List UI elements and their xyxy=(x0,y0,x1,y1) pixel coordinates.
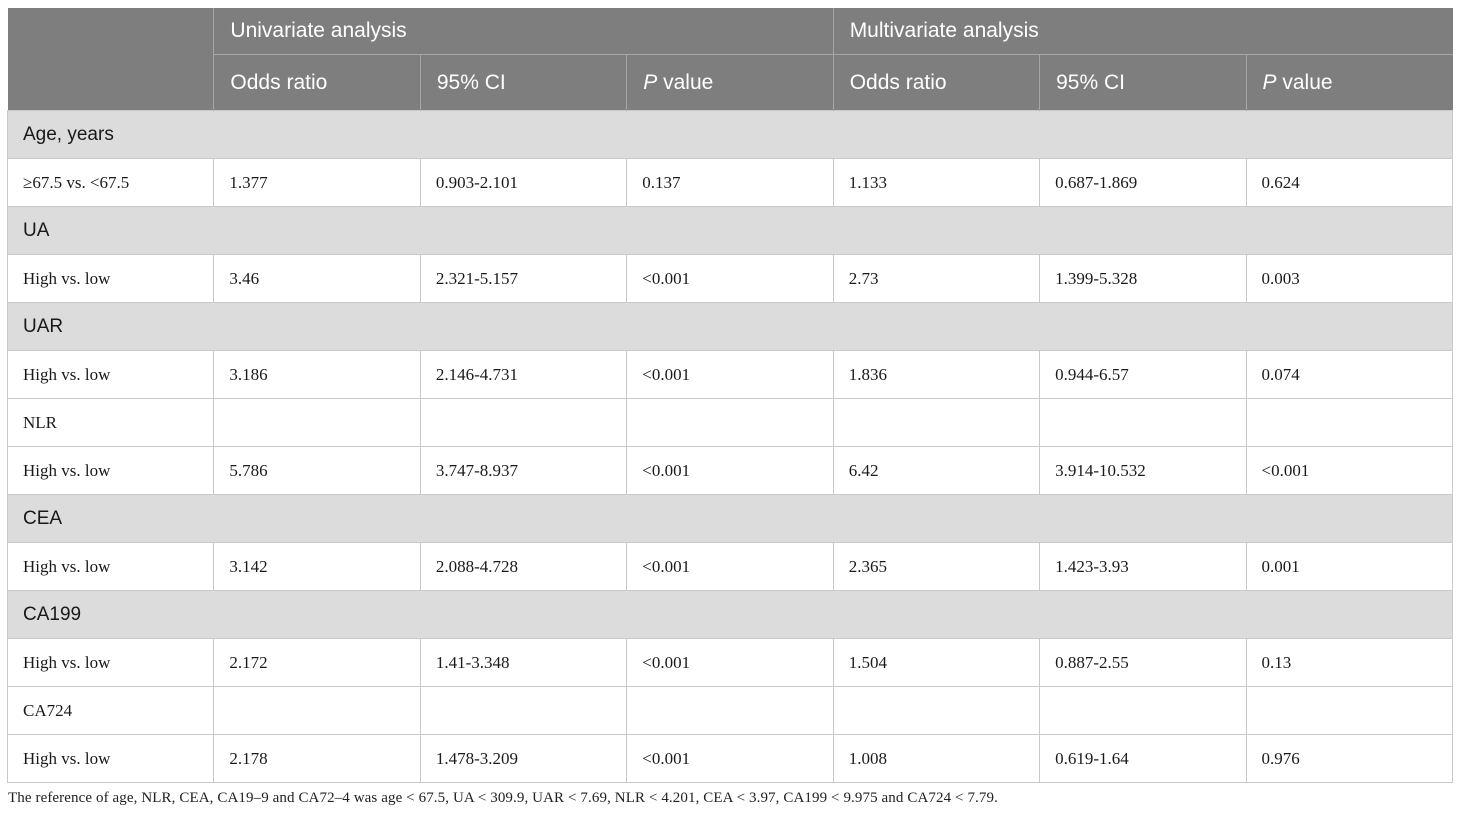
value-cell-multi-p-value: 0.624 xyxy=(1245,158,1454,207)
value-cell-uni-odds-ratio xyxy=(213,398,421,447)
data-row: High vs. low 5.786 3.747-8.937 <0.001 6.42 3.… xyxy=(6,446,1454,495)
value-cell-uni-odds-ratio: 2.178 xyxy=(213,734,421,783)
data-row: High vs. low 3.186 2.146-4.731 <0.001 1.836 0… xyxy=(6,350,1454,399)
row-label-cell: NLR xyxy=(6,398,215,447)
data-row: High vs. low 3.142 2.088-4.728 <0.001 2.365 1… xyxy=(6,542,1454,591)
column-header-uni-ci: 95% CI xyxy=(419,54,627,111)
value-cell-uni-ci: 2.321-5.157 xyxy=(419,254,628,303)
regression-analysis-table: Univariate analysis Multivariate analysi… xyxy=(6,8,1454,783)
value-cell-multi-ci: 0.887-2.55 xyxy=(1039,638,1247,687)
value-cell-uni-ci: 0.903-2.101 xyxy=(419,158,628,207)
value-cell-uni-p-value: <0.001 xyxy=(626,446,834,495)
value-cell-multi-odds-ratio: 1.008 xyxy=(832,734,1041,783)
value-cell-multi-odds-ratio xyxy=(832,398,1041,447)
value-cell-uni-ci: 1.478-3.209 xyxy=(419,734,628,783)
value-cell-uni-ci: 1.41-3.348 xyxy=(419,638,628,687)
value-cell-multi-ci: 0.944-6.57 xyxy=(1039,350,1247,399)
section-label-cell: CA199 xyxy=(7,590,1453,639)
value-cell-uni-p-value xyxy=(626,398,834,447)
value-cell-uni-ci: 2.146-4.731 xyxy=(419,350,628,399)
table-footnote: The reference of age, NLR, CEA, CA19–9 a… xyxy=(8,790,998,806)
value-cell-multi-odds-ratio: 6.42 xyxy=(832,446,1041,495)
value-cell-multi-odds-ratio: 2.365 xyxy=(832,542,1041,591)
value-cell-uni-p-value: <0.001 xyxy=(626,542,834,591)
value-cell-multi-p-value: 0.074 xyxy=(1245,350,1454,399)
section-label-cell: UA xyxy=(7,206,1453,255)
analysis-table-container: Univariate analysis Multivariate analysi… xyxy=(6,8,1454,807)
value-cell-multi-odds-ratio xyxy=(832,686,1041,735)
value-cell-multi-ci xyxy=(1039,398,1247,447)
value-cell-uni-ci xyxy=(419,686,628,735)
row-label-cell: High vs. low xyxy=(6,350,215,399)
row-label-cell: CA724 xyxy=(6,686,215,735)
value-cell-uni-odds-ratio: 1.377 xyxy=(213,158,421,207)
section-row: CEA xyxy=(7,494,1453,543)
value-cell-uni-odds-ratio: 3.186 xyxy=(213,350,421,399)
value-cell-multi-odds-ratio: 1.836 xyxy=(832,350,1041,399)
value-cell-multi-ci: 1.399-5.328 xyxy=(1039,254,1247,303)
value-cell-uni-odds-ratio: 5.786 xyxy=(213,446,421,495)
value-cell-uni-odds-ratio: 2.172 xyxy=(213,638,421,687)
group-header-multivariate: Multivariate analysis xyxy=(832,8,1453,55)
value-cell-multi-ci: 3.914-10.532 xyxy=(1039,446,1247,495)
value-cell-multi-p-value xyxy=(1245,686,1454,735)
row-label-cell: High vs. low xyxy=(6,734,215,783)
row-label-cell: High vs. low xyxy=(6,446,215,495)
value-cell-multi-odds-ratio: 2.73 xyxy=(832,254,1041,303)
table-header: Univariate analysis Multivariate analysi… xyxy=(7,8,1453,111)
value-cell-uni-p-value xyxy=(626,686,834,735)
corner-cell xyxy=(7,8,214,111)
value-cell-uni-p-value: <0.001 xyxy=(626,734,834,783)
section-row: UA xyxy=(7,206,1453,255)
data-row: High vs. low 2.172 1.41-3.348 <0.001 1.504 0.… xyxy=(6,638,1454,687)
value-cell-multi-p-value xyxy=(1245,398,1454,447)
value-cell-uni-p-value: <0.001 xyxy=(626,350,834,399)
value-cell-uni-ci: 3.747-8.937 xyxy=(419,446,628,495)
value-cell-multi-ci: 0.687-1.869 xyxy=(1039,158,1247,207)
row-label-cell: High vs. low xyxy=(6,254,215,303)
value-cell-multi-ci: 1.423-3.93 xyxy=(1039,542,1247,591)
value-cell-uni-odds-ratio xyxy=(213,686,421,735)
value-cell-multi-ci: 0.619-1.64 xyxy=(1039,734,1247,783)
value-cell-multi-odds-ratio: 1.133 xyxy=(832,158,1041,207)
column-header-multi-odds-ratio: Odds ratio xyxy=(832,54,1040,111)
row-label-cell: High vs. low xyxy=(6,542,215,591)
value-cell-uni-ci: 2.088-4.728 xyxy=(419,542,628,591)
data-row: ≥67.5 vs. <67.5 1.377 0.903-2.101 0.137 1.13… xyxy=(6,158,1454,207)
section-label-cell: UAR xyxy=(7,302,1453,351)
section-label-cell: Age, years xyxy=(7,110,1453,159)
value-cell-multi-p-value: 0.13 xyxy=(1245,638,1454,687)
section-label-cell: CEA xyxy=(7,494,1453,543)
value-cell-multi-odds-ratio: 1.504 xyxy=(832,638,1041,687)
value-cell-uni-odds-ratio: 3.46 xyxy=(213,254,421,303)
data-row: NLR xyxy=(6,398,1454,447)
data-row: CA724 xyxy=(6,686,1454,735)
section-row: UAR xyxy=(7,302,1453,351)
column-header-row: Odds ratio 95% CI P value Odds ratio 95% CI P… xyxy=(8,54,1453,111)
value-cell-uni-p-value: <0.001 xyxy=(626,638,834,687)
row-label-cell: High vs. low xyxy=(6,638,215,687)
value-cell-multi-p-value: 0.003 xyxy=(1245,254,1454,303)
value-cell-multi-ci xyxy=(1039,686,1247,735)
value-cell-multi-p-value: 0.976 xyxy=(1245,734,1454,783)
group-header-univariate: Univariate analysis xyxy=(213,8,834,55)
table-body: Age, years ≥67.5 vs. <67.5 1.377 0.903-2.10… xyxy=(6,110,1454,783)
value-cell-uni-odds-ratio: 3.142 xyxy=(213,542,421,591)
section-row: Age, years xyxy=(7,110,1453,159)
value-cell-uni-p-value: <0.001 xyxy=(626,254,834,303)
data-row: High vs. low 2.178 1.478-3.209 <0.001 1.008 0… xyxy=(6,734,1454,783)
column-header-multi-ci: 95% CI xyxy=(1039,54,1247,111)
value-cell-multi-p-value: 0.001 xyxy=(1245,542,1454,591)
value-cell-uni-p-value: 0.137 xyxy=(626,158,834,207)
value-cell-multi-p-value: <0.001 xyxy=(1245,446,1454,495)
row-label-cell: ≥67.5 vs. <67.5 xyxy=(6,158,215,207)
column-header-uni-p-value: P value xyxy=(626,54,834,111)
group-header-row: Univariate analysis Multivariate analysi… xyxy=(7,8,1453,111)
column-header-multi-p-value: P value xyxy=(1245,54,1453,111)
column-header-uni-odds-ratio: Odds ratio xyxy=(213,54,421,111)
section-row: CA199 xyxy=(7,590,1453,639)
data-row: High vs. low 3.46 2.321-5.157 <0.001 2.73 1.3… xyxy=(6,254,1454,303)
value-cell-uni-ci xyxy=(419,398,628,447)
